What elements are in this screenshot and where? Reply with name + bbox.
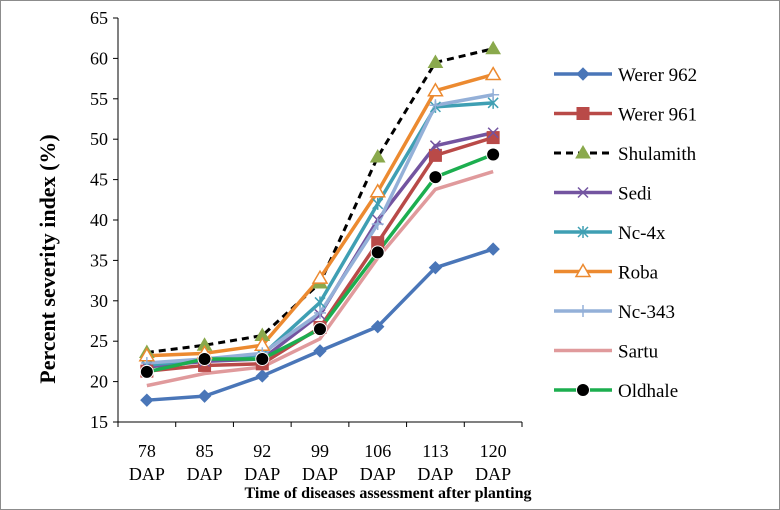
data-point [139, 364, 154, 379]
axes: 15 20 25 30 35 40 45 50 55 60 65 78 DAP 85 DAP 92 DAP 99 D… [90, 8, 523, 484]
legend-label: Shulamith [618, 144, 697, 165]
y-tick-label: 40 [90, 210, 108, 230]
y-tick-label: 15 [90, 412, 108, 432]
legend-marker [577, 305, 589, 317]
data-point [427, 54, 444, 68]
legend: Werer 962 Werer 961 Shulamith Sedi Nc-4x Roba… [554, 65, 697, 402]
x-tick-label-unit: DAP [244, 464, 280, 484]
x-tick-label: 92 [253, 441, 271, 461]
data-point [369, 183, 387, 198]
data-point [140, 393, 154, 407]
x-tick-label-unit: DAP [302, 464, 338, 484]
y-tick-label: 65 [90, 8, 108, 28]
y-tick-label: 60 [90, 48, 108, 68]
y-tick-label: 30 [90, 291, 108, 311]
data-point [255, 351, 270, 366]
series-markers [138, 40, 502, 407]
legend-marker [576, 67, 590, 81]
legend-label: Sartu [618, 342, 659, 363]
legend-marker [575, 145, 591, 159]
x-tick-label: 78 [138, 441, 156, 461]
legend-label: Sedi [618, 184, 652, 205]
legend-label: Nc-343 [618, 302, 675, 323]
data-point [429, 99, 442, 112]
data-point [371, 218, 384, 231]
x-axis-label: Time of diseases assessment after planti… [245, 485, 532, 502]
x-tick-label: 99 [311, 441, 329, 461]
data-point [371, 319, 385, 334]
data-point [428, 170, 443, 185]
data-point [484, 66, 502, 81]
data-point [311, 269, 329, 284]
data-point [370, 245, 385, 260]
legend-marker [576, 107, 590, 120]
x-tick-label: 106 [364, 441, 391, 461]
data-point [197, 351, 212, 366]
legend-label: Oldhale [618, 381, 678, 402]
data-point [197, 389, 212, 403]
legend-label: Nc-4x [618, 223, 666, 244]
x-tick-label-unit: DAP [129, 464, 165, 484]
data-point [428, 260, 443, 275]
series-line-sartu [146, 169, 494, 388]
x-tick-label: 120 [480, 441, 507, 461]
data-point [313, 322, 327, 337]
y-tick-label: 55 [90, 89, 108, 109]
data-point [314, 296, 326, 309]
y-tick-label: 25 [90, 331, 108, 351]
x-tick-label-unit: DAP [417, 464, 453, 484]
legend-marker [577, 186, 589, 199]
y-axis-label: Percent severity index (%) [35, 134, 60, 383]
data-point [486, 242, 500, 256]
legend-marker [577, 226, 589, 238]
data-point [428, 148, 442, 162]
legend-marker [576, 383, 590, 397]
x-tick-label: 113 [422, 441, 448, 461]
data-point [486, 147, 501, 162]
y-tick-label: 35 [90, 250, 108, 270]
data-point [486, 131, 500, 145]
legend-marker [574, 263, 592, 278]
y-tick-label: 20 [90, 372, 108, 392]
data-point [487, 88, 500, 101]
data-point [487, 127, 499, 139]
y-tick-label: 50 [90, 129, 108, 149]
y-tick-label: 45 [90, 170, 108, 190]
data-point [255, 369, 269, 383]
legend-label: Werer 962 [618, 65, 697, 86]
x-tick-label: 85 [196, 441, 214, 461]
data-point [485, 40, 502, 55]
data-point [429, 140, 441, 152]
data-point [427, 82, 444, 97]
x-tick-label-unit: DAP [475, 464, 511, 484]
data-point [314, 306, 326, 319]
x-tick-label-unit: DAP [187, 464, 223, 484]
legend-label: Werer 961 [618, 105, 697, 126]
legend-label: Roba [618, 263, 659, 284]
data-point [372, 197, 384, 210]
data-point [369, 148, 386, 163]
data-point [313, 344, 327, 358]
x-tick-label-unit: DAP [360, 464, 396, 484]
